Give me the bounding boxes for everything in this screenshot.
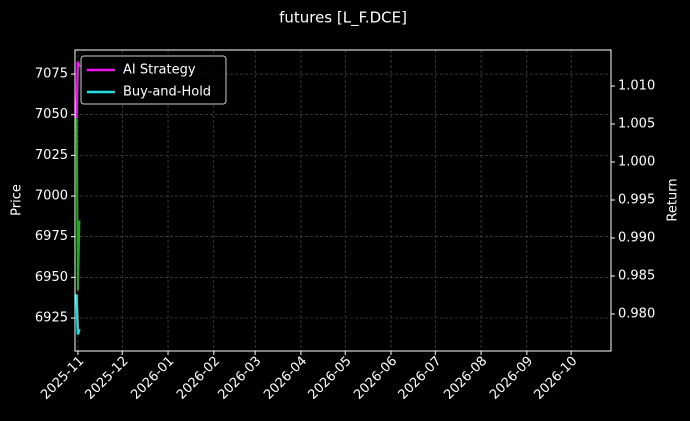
y2-axis-label: Return [666,178,681,221]
y2-tick-label: 1.005 [618,117,655,132]
y-tick-label: 7000 [35,189,68,204]
y-tick-label: 7075 [35,67,68,82]
y-tick-label: 6975 [35,229,68,244]
series-line [75,61,81,118]
y-tick-label: 7025 [35,148,68,163]
y2-tick-label: 0.980 [618,306,655,321]
y2-tick-label: 1.010 [618,79,655,94]
y2-tick-label: 0.990 [618,231,655,246]
y2-tick-label: 0.995 [618,193,655,208]
legend-label: AI Strategy [123,63,196,78]
y2-tick-label: 1.000 [618,155,655,170]
chart-title: futures [L_F.DCE] [279,9,407,28]
y-tick-label: 6925 [35,310,68,325]
series-line [75,294,81,335]
legend-box [80,55,227,105]
y-axis-label: Price [10,184,25,216]
plot-frame [74,49,612,352]
price-line [75,100,81,291]
y-tick-label: 6950 [35,270,68,285]
legend-label: Buy-and-Hold [123,85,211,100]
y2-tick-label: 0.985 [618,268,655,283]
y-tick-label: 7050 [35,107,68,122]
